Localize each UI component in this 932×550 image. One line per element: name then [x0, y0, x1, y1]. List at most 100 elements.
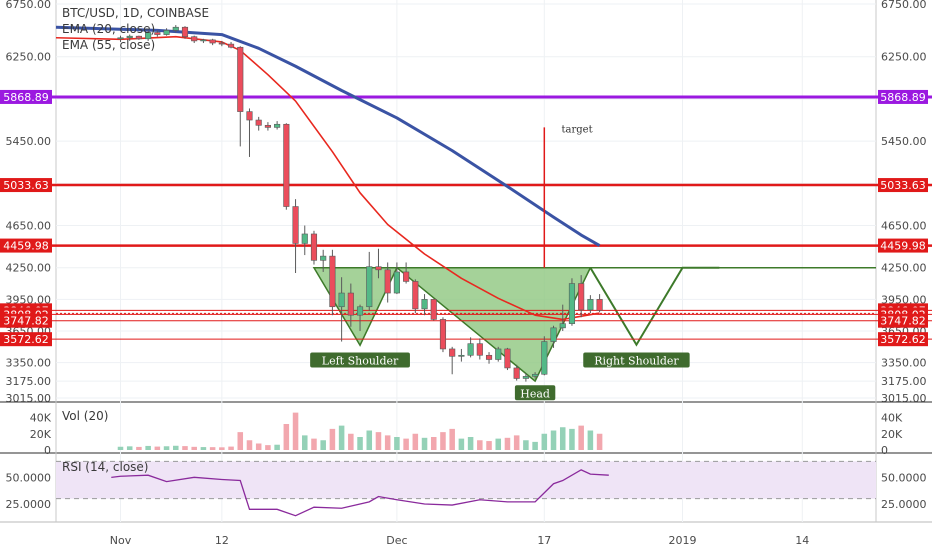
candle-body: [587, 299, 594, 311]
price-tick-right: 3015.00: [881, 392, 927, 405]
time-tick: 14: [795, 534, 809, 547]
level-label-left: 3747.82: [3, 315, 49, 328]
level-label-left: 4459.98: [3, 240, 49, 253]
volume-bar: [163, 446, 170, 450]
level-label-right: 3747.82: [880, 315, 926, 328]
rsi-tick-right: 25.0000: [881, 498, 927, 511]
volume-bar: [430, 437, 437, 450]
volume-tick-right: 40K: [881, 412, 903, 425]
candle-body: [283, 123, 290, 207]
volume-bar: [412, 433, 419, 450]
price-tick-right: 3950.00: [881, 293, 927, 306]
volume-bar: [145, 445, 151, 450]
candle-body: [237, 46, 244, 112]
volume-bar: [550, 430, 557, 450]
volume-bar: [117, 446, 124, 450]
candle-body: [255, 119, 262, 126]
candle-body: [412, 281, 419, 310]
candle-body: [135, 35, 142, 40]
volume-bar: [467, 437, 474, 450]
price-tick-right: 3175.00: [881, 375, 927, 388]
candle-body: [430, 299, 437, 320]
rsi-tick-left: 25.0000: [6, 498, 52, 511]
volume-bars: 40K 40K 20K 20K 0 0: [30, 412, 903, 458]
price-tick-left: 4250.00: [6, 262, 52, 275]
volume-bar: [541, 433, 548, 450]
candle-body: [356, 306, 364, 316]
candle-body: [145, 32, 152, 40]
volume-bar: [200, 447, 207, 450]
rsi-tick-right: 50.0000: [881, 471, 927, 484]
level-badge-right: [878, 313, 928, 328]
price-tick-left: 6250.00: [6, 51, 52, 64]
candle-body: [320, 255, 327, 261]
volume-bar: [495, 438, 502, 450]
level-badge-left: [0, 238, 52, 253]
volume-bar: [320, 440, 326, 450]
volume-bar: [329, 428, 336, 450]
volume-tick-left: 40K: [30, 412, 52, 425]
level-badge-right: [878, 178, 928, 193]
volume-bar: [154, 446, 161, 450]
candle-body: [532, 373, 539, 377]
volume-bar: [219, 447, 225, 450]
candle-body: [596, 299, 603, 311]
time-tick: Nov: [110, 534, 132, 547]
annotation-badge: [310, 352, 410, 368]
volume-bar: [513, 435, 520, 450]
candle-body: [384, 269, 391, 294]
volume-bar: [228, 446, 234, 450]
rsi-line: [111, 469, 609, 517]
volume-bar: [486, 441, 492, 450]
price-tick-left: 3175.00: [6, 375, 52, 388]
volume-bar: [569, 428, 575, 450]
rsi-band: [56, 461, 876, 499]
candle-body: [393, 271, 400, 294]
candle-body: [421, 299, 428, 310]
pattern-annotations: Left Shoulder Head Right Shoulder target: [310, 125, 690, 401]
volume-bar: [136, 446, 142, 450]
volume-bar: [587, 430, 594, 450]
volume-tick-right: 0: [881, 444, 888, 457]
volume-bar: [357, 437, 363, 450]
time-tick: 17: [537, 534, 551, 547]
candle-body: [485, 354, 493, 360]
candle-body: [495, 348, 502, 360]
price-axis: 6750.006750.006250.006250.005850.005850.…: [6, 0, 927, 405]
volume-tick-right: 20K: [881, 428, 903, 441]
level-badge-right: [878, 332, 928, 347]
candle-body: [458, 354, 465, 357]
volume-bar: [375, 432, 382, 450]
price-tick-left: 3950.00: [6, 293, 52, 306]
level-label-left: 5033.63: [3, 179, 49, 192]
volume-bar: [255, 443, 262, 450]
candle-body: [218, 42, 225, 45]
volume-bar: [384, 435, 391, 450]
volume-bar: [366, 430, 373, 450]
volume-bar: [311, 438, 317, 450]
candle-body: [504, 348, 511, 369]
candle-body: [375, 266, 382, 271]
price-tick-right: 4650.00: [881, 220, 927, 233]
volume-bar: [596, 433, 603, 450]
volume-bar: [283, 424, 290, 450]
level-badge-right: [878, 89, 928, 104]
rsi-pane: 50.0000 50.0000 25.0000 25.0000: [6, 460, 927, 517]
level-badge-left: [0, 89, 52, 104]
volume-bar: [449, 428, 455, 450]
candle-body: [449, 348, 456, 357]
annotation-label: Right Shoulder: [594, 355, 679, 368]
candle-body: [347, 292, 354, 316]
volume-tick-left: 20K: [30, 428, 52, 441]
volume-bar: [173, 445, 179, 450]
ema20-legend: EMA (20, close): [62, 22, 156, 36]
level-badge-left: [0, 313, 52, 328]
time-axis: Nov 12 Dec 17 2019 14: [110, 0, 809, 547]
price-tick-left: 3350.00: [6, 357, 52, 370]
candle-body: [550, 327, 557, 342]
annotation-badge: [583, 352, 690, 368]
price-tick-left: 3015.00: [6, 392, 52, 405]
volume-bar: [302, 435, 308, 450]
